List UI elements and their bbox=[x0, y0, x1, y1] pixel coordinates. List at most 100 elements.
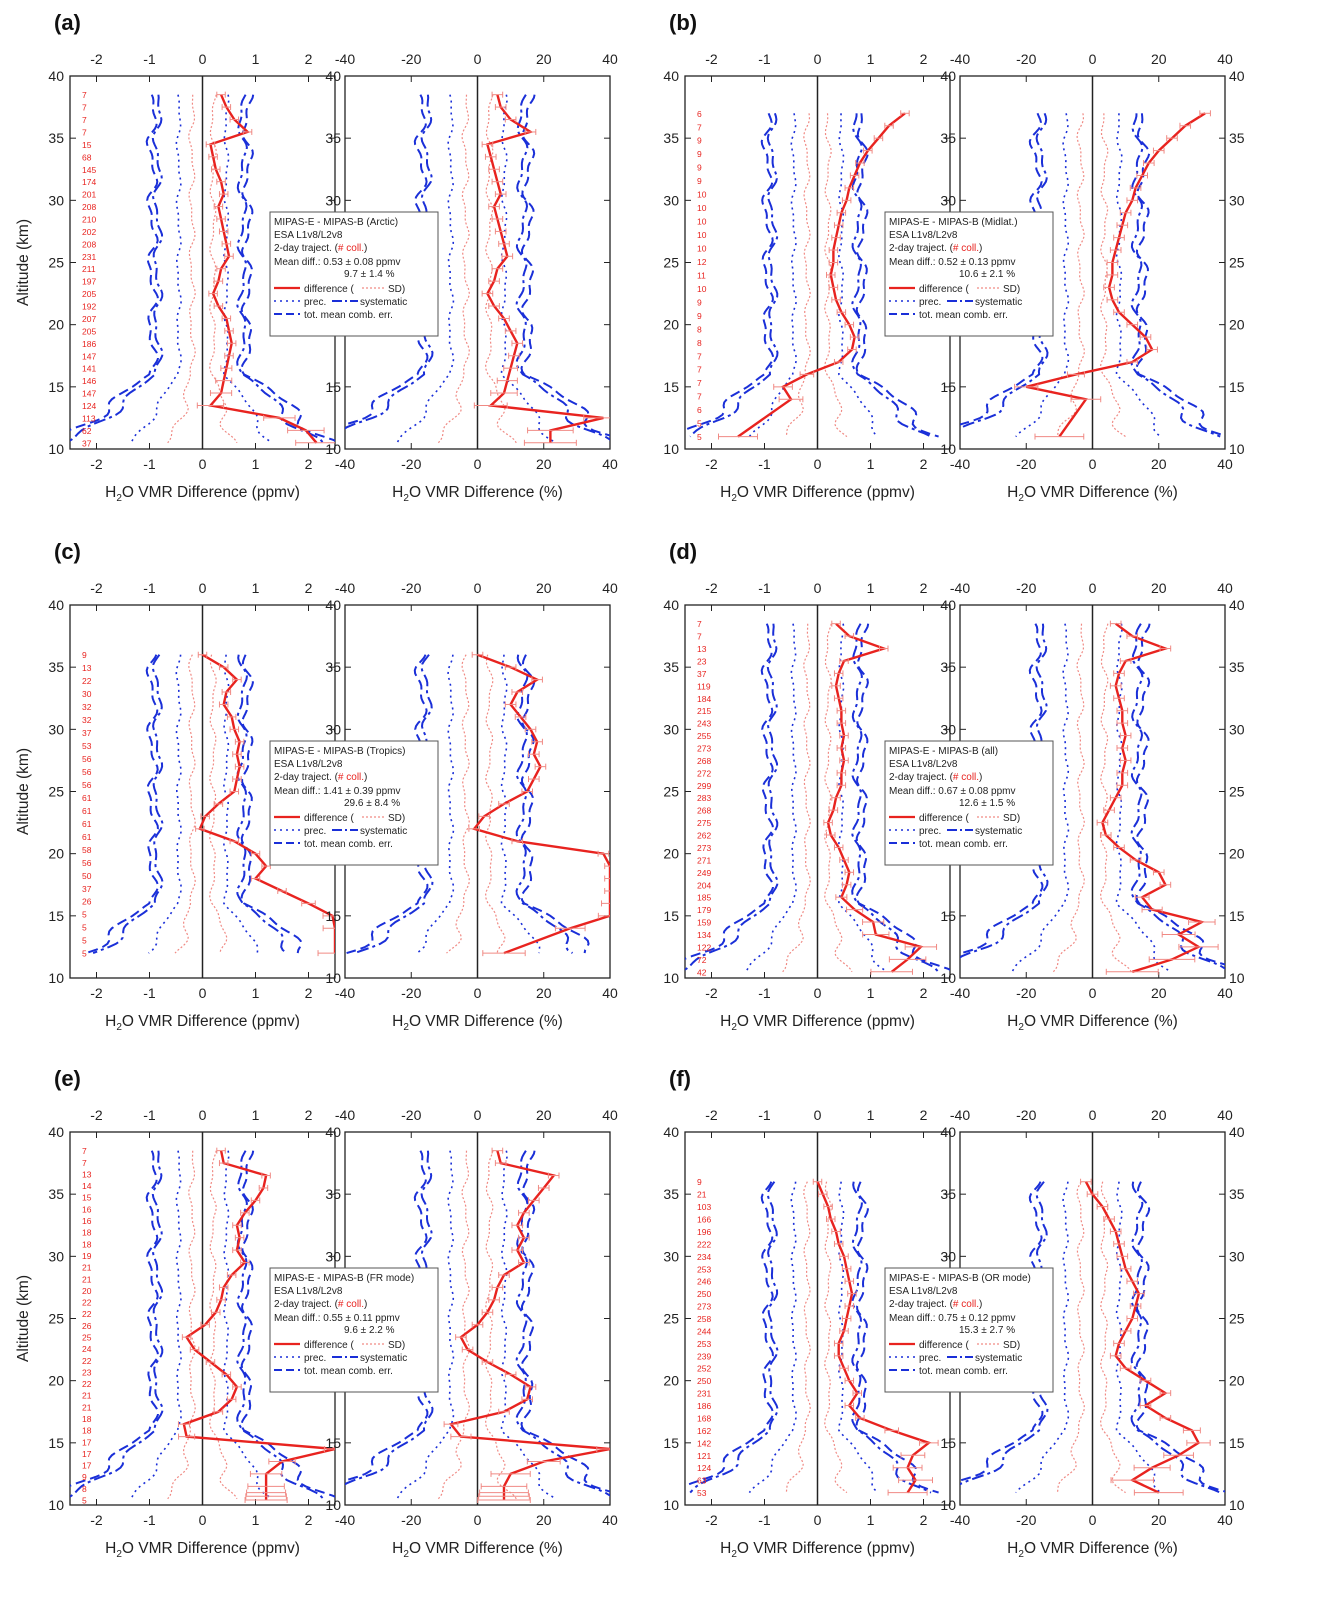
count-label: 204 bbox=[697, 880, 711, 890]
sd-right bbox=[1100, 1181, 1126, 1494]
count-label: 192 bbox=[82, 302, 96, 312]
count-label: 234 bbox=[697, 1252, 711, 1262]
x-top-tick-label: 1 bbox=[252, 580, 260, 596]
legend-box: MIPAS-E - MIPAS-B (Midlat.) ESA L1v8/L2v8… bbox=[884, 211, 1054, 337]
x-top-tick-label: -40 bbox=[335, 1107, 355, 1123]
count-label: 9 bbox=[697, 163, 702, 173]
count-label: 113 bbox=[82, 413, 96, 423]
y-tick-label: 30 bbox=[663, 721, 679, 737]
legend-mean-ppmv: Mean diff.: 0.55 ± 0.11 ppmv bbox=[274, 1313, 400, 1324]
panel-letter: (e) bbox=[54, 1066, 81, 1091]
difference-line bbox=[1084, 1181, 1201, 1494]
count-label: 37 bbox=[82, 884, 92, 894]
y-tick-label: 15 bbox=[940, 1435, 956, 1451]
x-axis-label: H2O VMR Difference (ppmv) bbox=[105, 1013, 300, 1033]
x-top-tick-label: -40 bbox=[950, 1107, 970, 1123]
x-tick-label: 1 bbox=[867, 456, 875, 472]
count-label: 7 bbox=[697, 632, 702, 642]
count-label: 239 bbox=[697, 1351, 711, 1361]
legend-frame bbox=[884, 211, 1054, 337]
y-tick-label: 35 bbox=[663, 1186, 679, 1202]
legend-prec-label: prec. bbox=[304, 826, 326, 837]
x-tick-label: 40 bbox=[602, 456, 618, 472]
y-tick-label: 10 bbox=[663, 970, 679, 986]
y-right-tick-label: 20 bbox=[1229, 846, 1245, 862]
x-axis-label: H2O VMR Difference (%) bbox=[1007, 1540, 1178, 1560]
x-tick-label: 0 bbox=[814, 985, 822, 1001]
total-error-left bbox=[960, 623, 1044, 955]
precision-right bbox=[838, 113, 879, 438]
y-tick-label: 30 bbox=[940, 721, 956, 737]
count-label: 24 bbox=[82, 1344, 92, 1354]
x-top-tick-label: 0 bbox=[814, 580, 822, 596]
y-right-tick-label: 30 bbox=[1229, 192, 1245, 208]
systematic-right bbox=[236, 654, 288, 954]
legend-tot-label: tot. mean comb. err. bbox=[304, 310, 393, 321]
legend-title: MIPAS-E - MIPAS-B (Midlat.) bbox=[889, 217, 1018, 228]
legend-prec-label: prec. bbox=[304, 1353, 326, 1364]
sd-right bbox=[209, 1150, 238, 1500]
count-label: 202 bbox=[82, 227, 96, 237]
count-label: 21 bbox=[697, 1190, 707, 1200]
count-label: 63 bbox=[697, 1476, 707, 1486]
legend-mean-ppmv: Mean diff.: 0.75 ± 0.12 ppmv bbox=[889, 1313, 1016, 1324]
legend-box: MIPAS-E - MIPAS-B (FR mode) ESA L1v8/L2v8… bbox=[269, 1267, 439, 1393]
precision-left bbox=[748, 113, 798, 438]
legend-sd-label: SD) bbox=[388, 813, 405, 824]
count-label: 56 bbox=[82, 754, 92, 764]
count-label: 5 bbox=[82, 910, 87, 920]
x-tick-label: -40 bbox=[335, 456, 355, 472]
systematic-left bbox=[685, 623, 779, 971]
legend-prec-label: prec. bbox=[919, 1353, 941, 1364]
count-label: 9 bbox=[82, 1472, 87, 1482]
x-top-tick-label: 0 bbox=[199, 580, 207, 596]
legend-traj: 2-day traject. (# coll.) bbox=[889, 243, 982, 254]
precision-right bbox=[223, 94, 273, 444]
count-label: 10 bbox=[697, 284, 707, 294]
count-label: 205 bbox=[82, 289, 96, 299]
count-label: 15 bbox=[82, 140, 92, 150]
legend-sys-label: systematic bbox=[360, 297, 407, 308]
count-label: 142 bbox=[697, 1438, 711, 1448]
x-tick-label: 1 bbox=[867, 1512, 875, 1528]
count-label: 5 bbox=[82, 923, 87, 933]
legend-tot-label: tot. mean comb. err. bbox=[919, 310, 1008, 321]
count-label: 210 bbox=[82, 214, 96, 224]
x-tick-label: 40 bbox=[1217, 456, 1233, 472]
count-label: 17 bbox=[82, 1437, 92, 1447]
systematic-right bbox=[851, 1181, 932, 1494]
count-label: 23 bbox=[82, 1367, 92, 1377]
legend-title: MIPAS-E - MIPAS-B (all) bbox=[889, 746, 998, 757]
y-tick-label: 20 bbox=[48, 846, 64, 862]
x-tick-label: 2 bbox=[920, 985, 928, 1001]
sd-left bbox=[437, 1150, 470, 1500]
systematic-left bbox=[92, 654, 164, 955]
count-label: 146 bbox=[82, 376, 96, 386]
sd-left bbox=[782, 623, 811, 973]
count-label: 250 bbox=[697, 1289, 711, 1299]
total-error-left bbox=[70, 1150, 159, 1487]
y-tick-label: 25 bbox=[48, 1311, 64, 1327]
panel-letter: (f) bbox=[669, 1066, 691, 1091]
x-tick-label: -40 bbox=[335, 985, 355, 1001]
x-axis-label: H2O VMR Difference (ppmv) bbox=[720, 1540, 915, 1560]
legend-diff-label: difference ( bbox=[304, 284, 355, 295]
legend-version: ESA L1v8/L2v8 bbox=[274, 759, 343, 770]
y-tick-label: 40 bbox=[663, 68, 679, 84]
x-top-tick-label: 2 bbox=[920, 580, 928, 596]
y-tick-label: 10 bbox=[940, 970, 956, 986]
y-right-tick-label: 35 bbox=[1229, 1186, 1245, 1202]
systematic-right bbox=[515, 94, 610, 441]
profile-lines bbox=[685, 620, 950, 975]
count-label: 268 bbox=[697, 806, 711, 816]
y-tick-label: 35 bbox=[48, 659, 64, 675]
y-right-tick-label: 30 bbox=[1229, 1248, 1245, 1264]
count-label: 32 bbox=[82, 715, 92, 725]
count-label: 271 bbox=[697, 855, 711, 865]
x-top-tick-label: -1 bbox=[758, 1107, 771, 1123]
count-label: 222 bbox=[697, 1239, 711, 1249]
total-error-right bbox=[520, 94, 610, 437]
